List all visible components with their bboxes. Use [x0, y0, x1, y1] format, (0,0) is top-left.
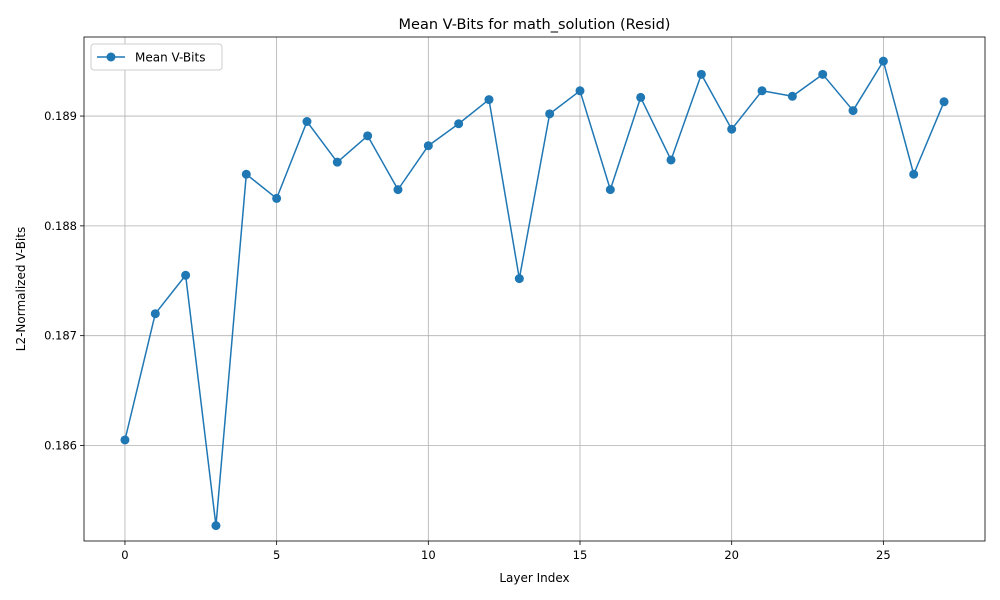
grid-lines — [84, 37, 985, 541]
legend-label: Mean V-Bits — [135, 51, 205, 65]
data-point — [393, 185, 403, 195]
legend: Mean V-Bits — [90, 43, 223, 71]
data-point — [666, 155, 676, 165]
y-tick-label: 0.187 — [44, 329, 77, 343]
x-tick-label: 10 — [421, 548, 436, 562]
data-point — [514, 274, 524, 284]
x-axis-label: Layer Index — [499, 571, 569, 585]
data-point — [363, 131, 373, 141]
data-point — [332, 157, 342, 167]
axis-ticks: 0 5 10 15 20 25 0.186 0.187 0.188 0.189 — [44, 109, 891, 562]
data-point — [757, 86, 767, 96]
x-tick-label: 15 — [573, 548, 588, 562]
data-point — [787, 91, 797, 101]
x-tick-label: 5 — [273, 548, 280, 562]
data-point — [272, 193, 282, 203]
data-point — [939, 97, 949, 107]
y-tick-label: 0.188 — [44, 219, 77, 233]
data-point — [454, 119, 464, 129]
y-tick-label: 0.189 — [44, 109, 77, 123]
data-series — [120, 56, 949, 531]
data-point — [181, 270, 191, 280]
data-point — [241, 169, 251, 179]
legend-marker-swatch — [106, 52, 116, 62]
data-point — [423, 141, 433, 151]
data-point — [696, 69, 706, 79]
data-point — [150, 309, 160, 319]
chart-title: Mean V-Bits for math_solution (Resid) — [399, 17, 671, 33]
data-point — [727, 124, 737, 134]
y-axis-label: L2-Normalized V-Bits — [14, 227, 28, 351]
x-tick-label: 0 — [121, 548, 128, 562]
data-point — [818, 69, 828, 79]
data-point — [848, 106, 858, 116]
plot-area-frame — [83, 36, 986, 542]
data-point — [605, 185, 615, 195]
data-point — [211, 521, 221, 531]
data-point — [909, 169, 919, 179]
legend-box — [90, 43, 223, 71]
series-line — [124, 60, 945, 527]
data-point — [878, 56, 888, 66]
data-point — [302, 117, 312, 127]
data-point — [636, 92, 646, 102]
data-point — [545, 109, 555, 119]
x-tick-label: 25 — [876, 548, 891, 562]
data-point — [575, 86, 585, 96]
y-tick-label: 0.186 — [44, 438, 77, 452]
x-tick-label: 20 — [724, 548, 739, 562]
data-point — [120, 435, 130, 445]
data-point — [484, 95, 494, 105]
